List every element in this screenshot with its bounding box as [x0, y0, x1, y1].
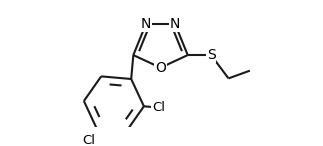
Text: O: O — [155, 61, 166, 75]
Text: Cl: Cl — [152, 101, 165, 114]
Text: Cl: Cl — [82, 134, 95, 146]
Text: N: N — [141, 17, 151, 31]
Text: N: N — [170, 17, 180, 31]
Text: S: S — [207, 48, 215, 62]
